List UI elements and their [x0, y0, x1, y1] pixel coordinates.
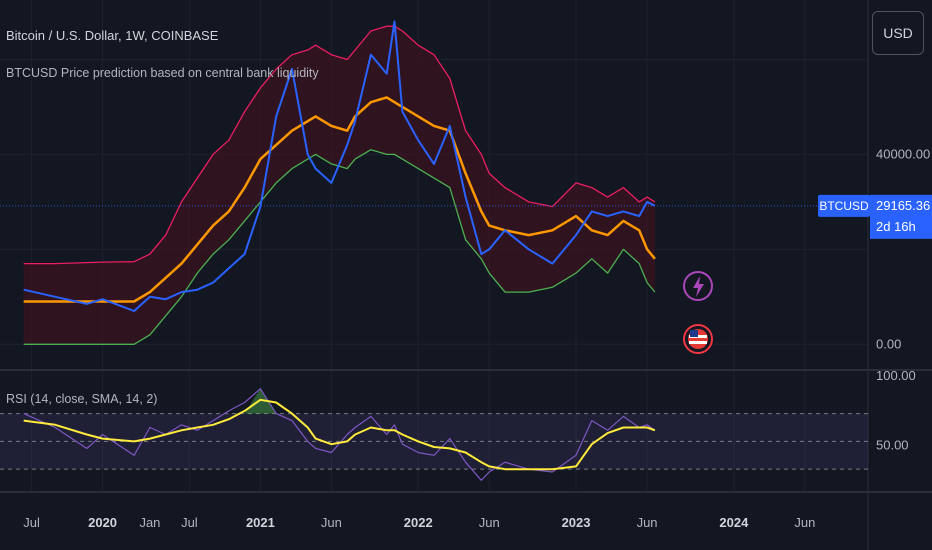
x-tick-label: 2022 — [404, 515, 433, 530]
x-tick-label: Jun — [321, 515, 342, 530]
us-flag-stripe — [689, 341, 707, 344]
x-tick-label: 2024 — [719, 515, 749, 530]
x-tick-label: Jul — [23, 515, 40, 530]
x-tick-label: Jun — [794, 515, 815, 530]
y-tick-label: 0.00 — [876, 336, 901, 351]
price-tag-symbol: BTCUSD — [819, 199, 869, 213]
price-tag-value: 29165.36 — [876, 198, 930, 213]
rsi-y-tick-label: 100.00 — [876, 368, 916, 383]
lightning-bolt-icon — [693, 276, 704, 297]
price-tag — [818, 194, 932, 239]
series-line-lower — [23, 149, 656, 345]
series-line-mid — [23, 96, 656, 303]
rsi-legend-label: RSI (14, close, SMA, 14, 2) — [6, 392, 158, 406]
series-line-price — [23, 20, 656, 312]
rsi-line-rsi — [23, 388, 656, 481]
x-tick-label: 2021 — [246, 515, 275, 530]
symbol-title: Bitcoin / U.S. Dollar, 1W, COINBASE — [6, 28, 219, 43]
x-tick-label: Jan — [139, 515, 160, 530]
x-tick-label: 2023 — [562, 515, 591, 530]
price-tag-symbol-box — [818, 194, 870, 217]
x-tick-label: Jun — [637, 515, 658, 530]
us-flag-canton — [690, 330, 698, 337]
x-tick-label: 2020 — [88, 515, 117, 530]
rsi-line-rsi_ma — [23, 398, 656, 471]
indicator-title: BTCUSD Price prediction based on central… — [6, 66, 319, 80]
x-tick-label: Jul — [181, 515, 198, 530]
x-tick-label: Jun — [479, 515, 500, 530]
series-line-upper — [23, 25, 656, 265]
price-tag-value-box — [870, 194, 932, 239]
rsi-y-tick-label: 50.00 — [876, 437, 909, 452]
price-tag-countdown: 2d 16h — [876, 219, 916, 234]
currency-button[interactable]: USD — [872, 11, 924, 55]
y-tick-label: 40000.00 — [876, 146, 930, 161]
rsi-overbought-fill — [244, 388, 277, 414]
